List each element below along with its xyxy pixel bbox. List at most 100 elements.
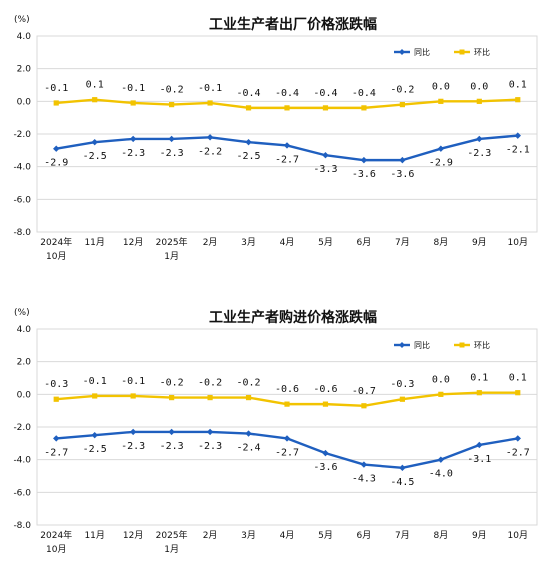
series-point-yoy <box>91 431 98 439</box>
series-point-mom <box>361 403 367 409</box>
data-label-mom: -0.1 <box>44 83 68 94</box>
series-point-yoy <box>437 456 445 463</box>
x-tick-label: 11月 <box>84 530 104 541</box>
x-tick-label: 2025年 <box>156 529 188 541</box>
y-unit-label: (%) <box>14 15 30 25</box>
x-tick-label: 10月 <box>46 251 66 262</box>
series-point-yoy <box>399 156 406 164</box>
x-tick-label: 10月 <box>46 544 66 555</box>
series-point-yoy <box>206 134 214 141</box>
data-label-mom: 0.1 <box>509 80 527 91</box>
y-tick-label: -6.0 <box>13 195 31 205</box>
series-point-yoy <box>91 138 98 146</box>
series-point-yoy <box>360 461 368 468</box>
series-point-mom <box>245 395 252 401</box>
x-tick-label: 8月 <box>433 237 448 248</box>
data-label-yoy: -2.3 <box>198 441 222 452</box>
series-point-mom <box>399 102 405 108</box>
x-tick-label: 10月 <box>508 530 528 541</box>
data-label-yoy: -2.5 <box>236 151 260 162</box>
series-point-yoy <box>514 132 521 139</box>
series-point-mom <box>284 105 290 111</box>
data-label-yoy: -2.3 <box>121 441 145 452</box>
x-tick-label: 1月 <box>164 251 179 262</box>
data-label-yoy: -2.3 <box>121 148 145 159</box>
y-tick-label: -4.0 <box>13 163 31 173</box>
x-tick-label: 9月 <box>472 530 487 541</box>
series-point-mom <box>284 401 290 407</box>
series-point-yoy <box>129 135 137 143</box>
series-point-yoy <box>399 464 406 472</box>
series-point-yoy <box>168 428 175 436</box>
legend-marker-mom <box>459 342 465 348</box>
data-label-mom: -0.2 <box>236 378 260 389</box>
series-point-mom <box>169 395 175 401</box>
x-tick-label: 9月 <box>472 237 487 248</box>
series-point-yoy <box>53 435 60 442</box>
y-tick-label: -8.0 <box>13 228 31 238</box>
data-label-yoy: -2.7 <box>275 447 299 458</box>
data-label-yoy: -2.7 <box>275 154 299 165</box>
series-point-mom <box>361 105 367 111</box>
output-price-chart-svg: 工业生产者出厂价格涨跌幅 (%) 4.0 2.0 0.0 -2.0 -4.0 -6.0 -8.0… <box>13 15 538 262</box>
series-point-mom <box>476 390 482 396</box>
output-price-chart: 工业生产者出厂价格涨跌幅 (%) 4.0 2.0 0.0 -2.0 -4.0 -6.0 -8.0… <box>13 15 538 262</box>
series-point-mom <box>207 395 213 401</box>
data-label-yoy: -2.3 <box>467 148 491 159</box>
legend-marker-yoy <box>399 342 405 348</box>
data-label-yoy: -2.4 <box>236 443 260 454</box>
series-point-mom <box>476 98 482 104</box>
data-label-mom: -0.3 <box>390 379 414 390</box>
data-label-mom: -0.6 <box>313 384 337 395</box>
series-point-yoy <box>514 435 521 442</box>
series-point-mom <box>245 105 252 111</box>
data-label-mom: 0.1 <box>509 373 527 384</box>
x-tick-label: 5月 <box>318 530 333 541</box>
legend-marker-mom <box>459 49 465 55</box>
data-label-yoy: -4.0 <box>429 469 453 480</box>
x-tick-label: 1月 <box>164 544 179 555</box>
series-point-mom <box>169 102 175 108</box>
legend-label-yoy: 同比 <box>414 47 430 57</box>
series-point-yoy <box>245 138 252 146</box>
data-label-mom: -0.4 <box>236 88 260 99</box>
series-point-yoy <box>437 145 445 152</box>
series-point-yoy <box>206 428 214 436</box>
series-point-mom <box>53 396 59 402</box>
series-point-mom <box>322 105 329 111</box>
data-label-mom: -0.2 <box>198 378 222 389</box>
y-tick-label: -8.0 <box>13 521 31 531</box>
y-tick-label: 0.0 <box>17 97 32 107</box>
data-label-yoy: -2.7 <box>506 447 530 458</box>
x-tick-label: 7月 <box>395 237 410 248</box>
legend-label-mom: 环比 <box>474 47 490 57</box>
series-point-mom <box>322 401 329 407</box>
y-tick-label: -6.0 <box>13 488 31 498</box>
data-label-mom: -0.4 <box>313 88 337 99</box>
series-point-yoy <box>322 152 329 159</box>
series-point-yoy <box>283 142 291 149</box>
series-point-yoy <box>53 145 60 152</box>
data-label-yoy: -2.9 <box>44 158 68 169</box>
x-tick-label: 3月 <box>241 237 256 248</box>
y-unit-label: (%) <box>14 308 30 318</box>
x-tick-label: 2024年 <box>40 529 72 541</box>
series-point-mom <box>53 100 59 106</box>
x-tick-label: 2月 <box>203 530 218 541</box>
data-label-mom: 0.1 <box>86 80 104 91</box>
data-label-yoy: -2.3 <box>160 441 184 452</box>
x-tick-label: 6月 <box>357 237 372 248</box>
legend-marker-yoy <box>399 49 405 55</box>
y-tick-label: 4.0 <box>17 32 32 42</box>
data-label-mom: -0.4 <box>352 88 376 99</box>
data-label-yoy: -3.1 <box>467 454 491 465</box>
series-point-mom <box>207 100 213 106</box>
legend-label-mom: 环比 <box>474 340 490 350</box>
data-label-yoy: -2.1 <box>506 145 530 156</box>
chart-title: 工业生产者出厂价格涨跌幅 <box>209 16 377 33</box>
data-label-mom: -0.2 <box>160 85 184 96</box>
series-point-mom <box>130 100 136 106</box>
data-label-yoy: -3.6 <box>313 462 337 473</box>
x-tick-label: 2024年 <box>40 236 72 248</box>
y-tick-label: 4.0 <box>17 325 32 335</box>
